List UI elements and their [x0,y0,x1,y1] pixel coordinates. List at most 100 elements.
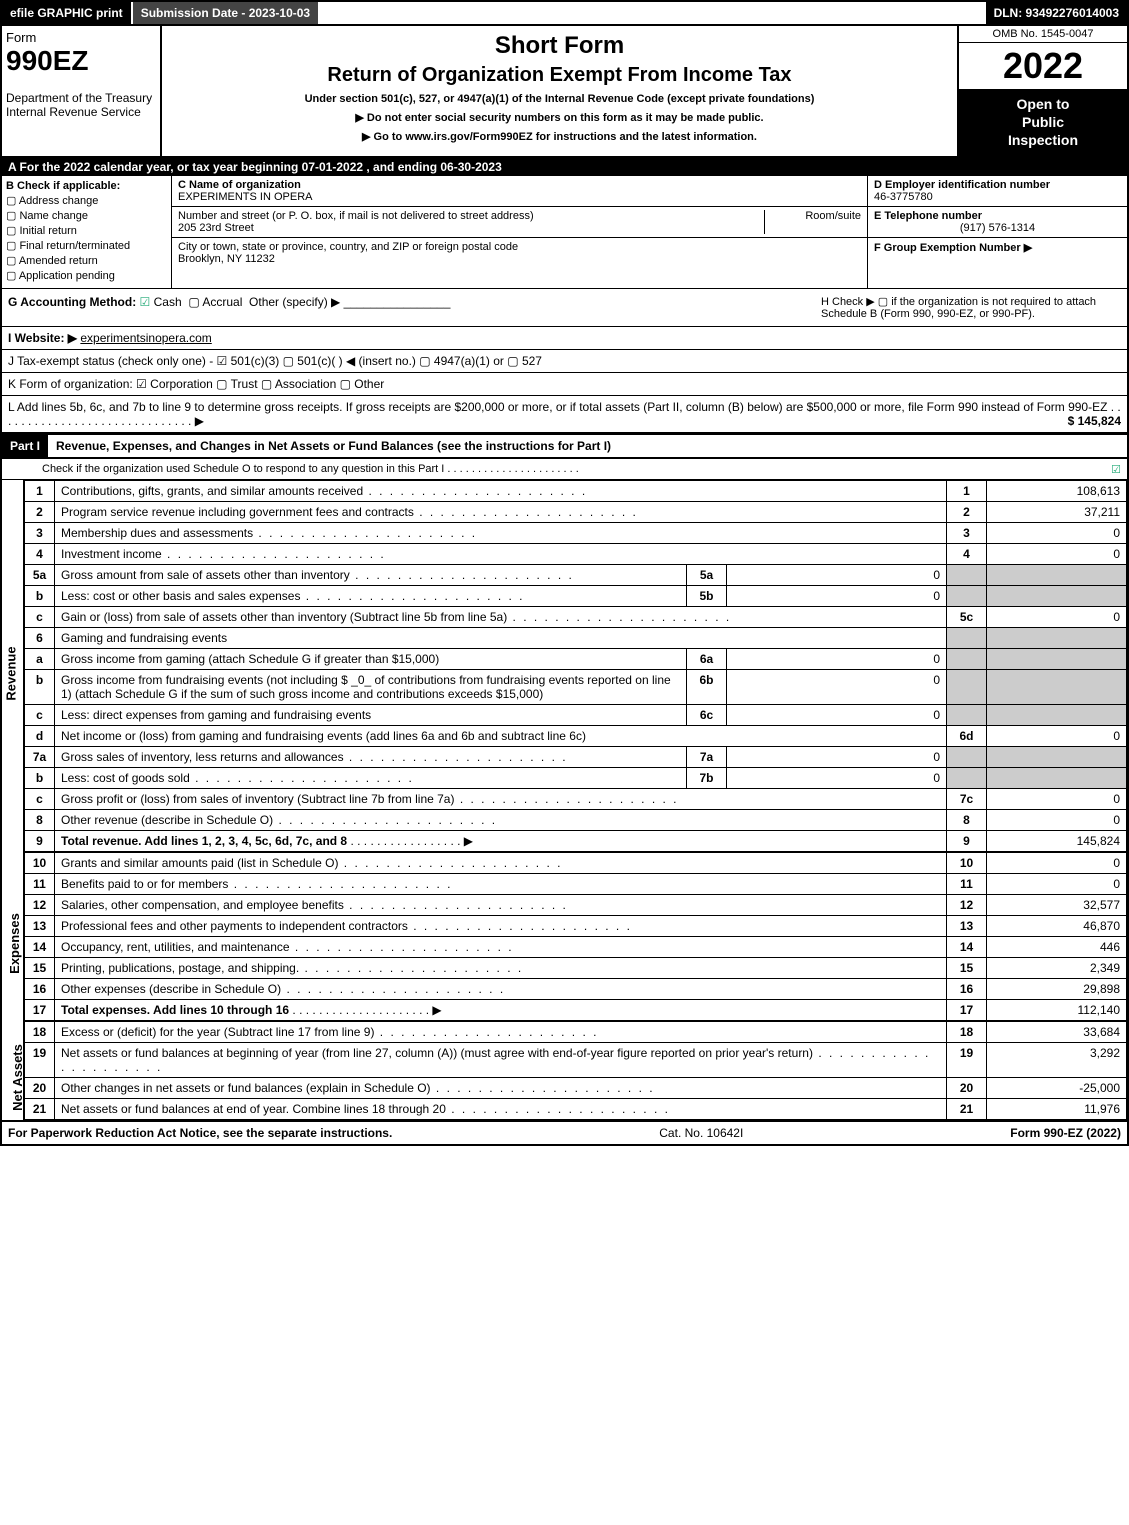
line-19: 19Net assets or fund balances at beginni… [25,1042,1127,1077]
ein-value: 46-3775780 [874,191,933,203]
e-label: E Telephone number [874,210,982,222]
submission-date: Submission Date - 2023-10-03 [131,2,318,24]
part1-label: Part I [2,435,48,457]
section-i: I Website: ▶ experimentsinopera.com [2,327,1127,350]
line-17: 17Total expenses. Add lines 10 through 1… [25,999,1127,1020]
part1-title: Revenue, Expenses, and Changes in Net As… [48,433,1127,459]
page-footer: For Paperwork Reduction Act Notice, see … [2,1120,1127,1144]
line-3: 3Membership dues and assessments30 [25,522,1127,543]
chk-cash[interactable]: Cash [140,295,182,309]
l-text: L Add lines 5b, 6c, and 7b to line 9 to … [8,400,1121,428]
g-label: G Accounting Method: [8,295,136,309]
org-name-row: C Name of organization EXPERIMENTS IN OP… [172,176,867,207]
header-right: OMB No. 1545-0047 2022 Open to Public In… [957,26,1127,156]
line-6: 6Gaming and fundraising events [25,627,1127,648]
tax-year: 2022 [959,43,1127,89]
info-grid: B Check if applicable: Address change Na… [2,176,1127,289]
netassets-table: 18Excess or (deficit) for the year (Subt… [24,1021,1127,1120]
line-9: 9Total revenue. Add lines 1, 2, 3, 4, 5c… [25,830,1127,851]
line-8: 8Other revenue (describe in Schedule O)8… [25,809,1127,830]
section-j: J Tax-exempt status (check only one) - ☑… [2,350,1127,373]
form-word: Form [6,30,36,45]
line-7c: cGross profit or (loss) from sales of in… [25,788,1127,809]
f-label: F Group Exemption Number ▶ [874,242,1032,254]
c-city-label: City or town, state or province, country… [178,241,518,253]
d-label: D Employer identification number [874,179,1050,191]
g-other: Other (specify) ▶ [249,295,340,309]
header-left: Form 990EZ Department of the Treasury In… [2,26,162,156]
footer-left: For Paperwork Reduction Act Notice, see … [8,1126,392,1140]
line-6a: aGross income from gaming (attach Schedu… [25,648,1127,669]
org-city: Brooklyn, NY 11232 [178,253,275,265]
line-15: 15Printing, publications, postage, and s… [25,957,1127,978]
header-center: Short Form Return of Organization Exempt… [162,26,957,156]
group-exemption-cell: F Group Exemption Number ▶ [868,238,1127,257]
netassets-block: Net Assets 18Excess or (deficit) for the… [2,1021,1127,1120]
inspection: Inspection [965,131,1121,149]
form-number: 990EZ [6,45,89,76]
chk-initial-return[interactable]: Initial return [6,224,167,237]
row-g-h: G Accounting Method: Cash Accrual Other … [2,289,1127,327]
chk-name-change[interactable]: Name change [6,209,167,222]
revenue-block: Revenue 1Contributions, gifts, grants, a… [2,480,1127,852]
line-5b: bLess: cost or other basis and sales exp… [25,585,1127,606]
line-7b: bLess: cost of goods sold7b0 [25,767,1127,788]
expenses-block: Expenses 10Grants and similar amounts pa… [2,852,1127,1021]
c-addr-label: Number and street (or P. O. box, if mail… [178,210,534,222]
line-13: 13Professional fees and other payments t… [25,915,1127,936]
main-title: Return of Organization Exempt From Incom… [168,64,951,87]
subtitle: Under section 501(c), 527, or 4947(a)(1)… [168,93,951,105]
chk-address-change[interactable]: Address change [6,194,167,207]
section-h: H Check ▶ ▢ if the organization is not r… [821,295,1121,320]
chk-accrual[interactable]: Accrual [188,295,242,309]
line-6b: bGross income from fundraising events (n… [25,669,1127,704]
footer-catno: Cat. No. 10642I [659,1126,743,1140]
section-k: K Form of organization: ☑ Corporation ▢ … [2,373,1127,396]
part1-header: Part I Revenue, Expenses, and Changes in… [2,433,1127,459]
inspection-box: Open to Public Inspection [959,89,1127,156]
dept-treasury: Department of the Treasury [6,91,152,105]
line-4: 4Investment income40 [25,543,1127,564]
b-label: B Check if applicable: [6,180,120,192]
line-6d: dNet income or (loss) from gaming and fu… [25,725,1127,746]
section-d-e-f: D Employer identification number 46-3775… [867,176,1127,288]
footer-right: Form 990-EZ (2022) [1010,1126,1121,1140]
part1-check-icon: ☑ [1111,463,1121,476]
chk-application-pending[interactable]: Application pending [6,269,167,282]
addr-row: Number and street (or P. O. box, if mail… [172,207,867,238]
omb-number: OMB No. 1545-0047 [959,26,1127,43]
revenue-table: 1Contributions, gifts, grants, and simil… [24,480,1127,852]
c-name-label: C Name of organization [178,179,301,191]
line-18: 18Excess or (deficit) for the year (Subt… [25,1021,1127,1042]
chk-final-return[interactable]: Final return/terminated [6,239,167,252]
i-label: I Website: ▶ [8,331,77,345]
line-16: 16Other expenses (describe in Schedule O… [25,978,1127,999]
chk-amended-return[interactable]: Amended return [6,254,167,267]
org-name: EXPERIMENTS IN OPERA [178,191,312,203]
section-b: B Check if applicable: Address change Na… [2,176,172,288]
website-link[interactable]: experimentsinopera.com [80,331,211,345]
line-7a: 7aGross sales of inventory, less returns… [25,746,1127,767]
line-11: 11Benefits paid to or for members110 [25,873,1127,894]
line-14: 14Occupancy, rent, utilities, and mainte… [25,936,1127,957]
line-12: 12Salaries, other compensation, and empl… [25,894,1127,915]
section-c: C Name of organization EXPERIMENTS IN OP… [172,176,867,288]
dln: DLN: 93492276014003 [986,2,1127,24]
ein-cell: D Employer identification number 46-3775… [868,176,1127,207]
form-header: Form 990EZ Department of the Treasury In… [2,26,1127,158]
phone-cell: E Telephone number (917) 576-1314 [868,207,1127,238]
expenses-side-label: Expenses [2,852,24,1021]
room-suite-label: Room/suite [764,210,861,234]
netassets-side-label: Net Assets [2,1021,24,1120]
line-2: 2Program service revenue including gover… [25,501,1127,522]
line-1: 1Contributions, gifts, grants, and simil… [25,480,1127,501]
part1-subtitle: Check if the organization used Schedule … [2,459,1127,480]
efile-print-link[interactable]: efile GRAPHIC print [2,2,131,24]
city-row: City or town, state or province, country… [172,238,867,268]
short-form-title: Short Form [168,32,951,60]
section-a: A For the 2022 calendar year, or tax yea… [2,158,1127,176]
expenses-table: 10Grants and similar amounts paid (list … [24,852,1127,1021]
note-link: ▶ Go to www.irs.gov/Form990EZ for instru… [168,130,951,143]
l-amount: $ 145,824 [1068,414,1121,428]
org-address: 205 23rd Street [178,222,254,234]
